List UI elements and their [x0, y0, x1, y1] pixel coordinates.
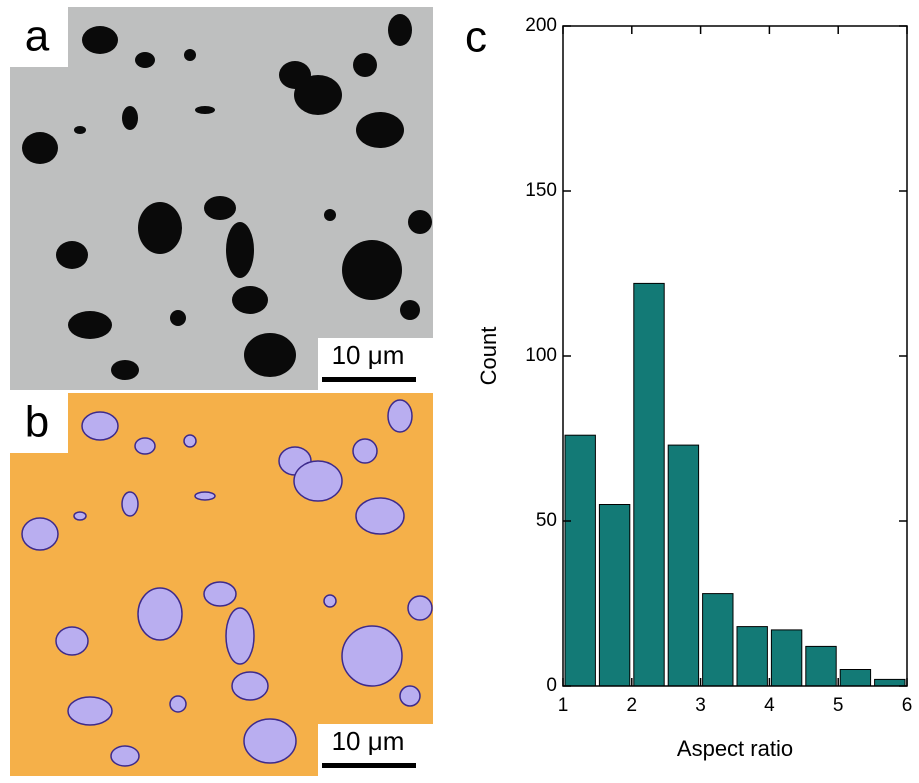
particle: [68, 311, 112, 339]
y-tick-label: 50: [536, 510, 557, 531]
label-box: [10, 393, 68, 453]
y-tick-label: 0: [546, 675, 557, 696]
particle: [203, 581, 237, 607]
x-tick-label: 5: [833, 695, 844, 716]
particle: [342, 240, 402, 300]
panel-label: a: [25, 12, 50, 61]
particles-a: [22, 14, 432, 380]
particle: [226, 222, 254, 278]
particle: [195, 106, 215, 114]
particle: [225, 607, 255, 665]
particle: [341, 625, 403, 687]
particle: [137, 587, 183, 641]
x-tick-label: 1: [558, 695, 569, 716]
histogram: 0 50 100 150 200 1 2 3 4 5 6: [525, 15, 912, 716]
particle: [74, 126, 86, 134]
particle: [355, 497, 405, 535]
x-tick-label: 3: [695, 695, 706, 716]
particle: [169, 695, 187, 713]
bar: [702, 593, 734, 687]
particle: [243, 718, 297, 764]
particle: [244, 333, 296, 377]
bar: [633, 282, 665, 687]
particle: [204, 196, 236, 220]
particle: [82, 26, 118, 54]
scale-label: 10 μm: [332, 340, 405, 370]
particle: [134, 437, 156, 455]
y-tick-label: 100: [525, 345, 557, 366]
particle: [184, 49, 196, 61]
panel-label: c: [465, 13, 487, 62]
particle: [323, 594, 337, 608]
bar: [667, 444, 700, 687]
x-axis-label: Aspect ratio: [677, 736, 793, 761]
particle: [294, 75, 342, 115]
particle: [121, 491, 139, 517]
particle: [194, 491, 216, 501]
particle: [399, 685, 421, 707]
particle: [293, 460, 343, 502]
particle: [110, 745, 140, 767]
y-axis-label: Count: [476, 327, 501, 386]
bar: [564, 434, 596, 687]
y-tick-label: 150: [525, 180, 557, 201]
particle: [183, 434, 197, 448]
x-tick-label: 4: [764, 695, 775, 716]
particle: [111, 360, 139, 380]
panel-label: b: [25, 398, 49, 447]
particle: [387, 399, 413, 433]
particle: [353, 53, 377, 77]
particle: [56, 241, 88, 269]
y-tick-label: 200: [525, 15, 557, 36]
particle: [170, 310, 186, 326]
scale-bar: [322, 377, 416, 382]
particles-b: [21, 399, 433, 767]
particle: [138, 202, 182, 254]
particle: [400, 300, 420, 320]
particle: [352, 438, 378, 464]
particle: [232, 286, 268, 314]
particle: [21, 517, 59, 551]
particle: [388, 14, 412, 46]
x-tick-label: 6: [902, 695, 913, 716]
bar: [839, 669, 872, 687]
bar: [598, 504, 631, 687]
label-box: [10, 7, 68, 67]
bar: [805, 645, 837, 687]
particle: [135, 52, 155, 68]
particle: [231, 671, 269, 701]
scale-label: 10 μm: [332, 726, 405, 756]
particle: [22, 132, 58, 164]
particle: [73, 511, 87, 521]
particle: [407, 595, 433, 621]
particle: [356, 112, 404, 148]
particle: [408, 210, 432, 234]
particle: [67, 696, 113, 726]
particle: [81, 411, 119, 441]
bar: [770, 629, 803, 687]
particle: [122, 106, 138, 130]
particle: [324, 209, 336, 221]
particle: [55, 626, 89, 656]
scale-bar: [322, 763, 416, 768]
bar: [736, 626, 768, 687]
bar: [874, 678, 906, 687]
x-tick-label: 2: [627, 695, 638, 716]
